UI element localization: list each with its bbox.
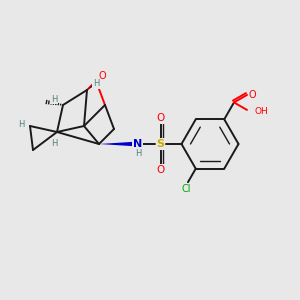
Text: S: S: [157, 139, 164, 149]
Text: O: O: [99, 70, 106, 81]
Text: Cl: Cl: [182, 184, 191, 194]
Text: O: O: [156, 165, 165, 175]
Polygon shape: [99, 142, 132, 146]
Text: H: H: [51, 94, 57, 103]
Text: H: H: [135, 148, 141, 158]
Polygon shape: [87, 80, 100, 90]
Text: OH: OH: [254, 107, 268, 116]
Text: H: H: [18, 120, 25, 129]
Text: O: O: [156, 113, 165, 123]
Text: O: O: [249, 90, 256, 100]
Text: N: N: [134, 139, 142, 149]
Text: H: H: [93, 80, 99, 88]
Text: H: H: [51, 139, 57, 148]
